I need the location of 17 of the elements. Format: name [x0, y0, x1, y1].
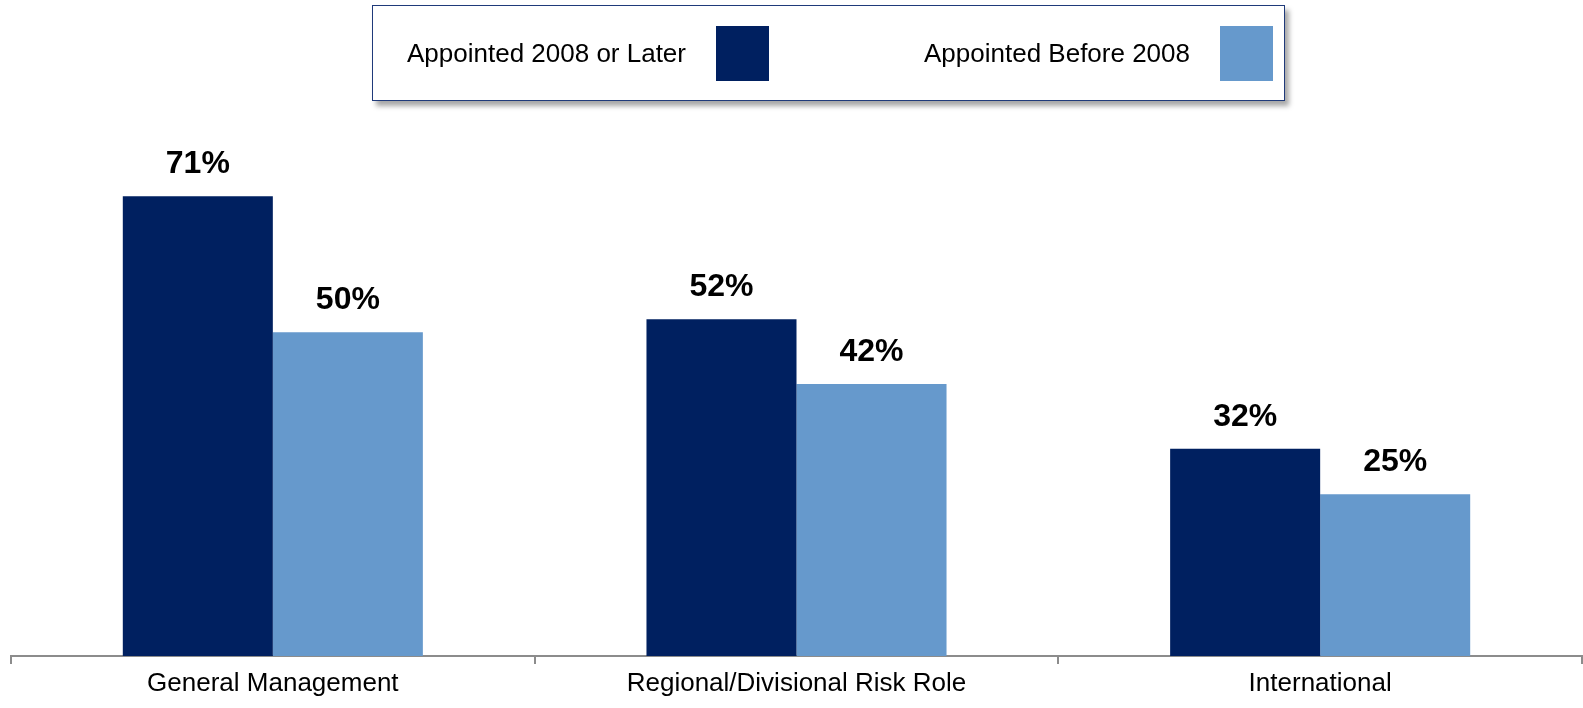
bar	[796, 384, 947, 656]
bar	[1320, 494, 1471, 656]
data-label: 42%	[839, 332, 904, 369]
data-label: 32%	[1213, 396, 1278, 433]
legend-label: Appointed 2008 or Later	[407, 37, 686, 69]
bar	[1170, 448, 1321, 656]
data-label: 50%	[315, 280, 380, 317]
data-label: 71%	[165, 144, 230, 181]
data-label: 52%	[689, 267, 754, 304]
bar	[646, 319, 797, 656]
x-tick-label: Regional/Divisional Risk Role	[626, 667, 967, 698]
bar	[122, 196, 273, 656]
x-tick-label: General Management	[147, 667, 400, 698]
legend-label: Appointed Before 2008	[924, 37, 1190, 69]
bar	[272, 332, 423, 656]
x-tick-label: International	[1248, 667, 1392, 698]
data-label: 25%	[1363, 442, 1428, 479]
